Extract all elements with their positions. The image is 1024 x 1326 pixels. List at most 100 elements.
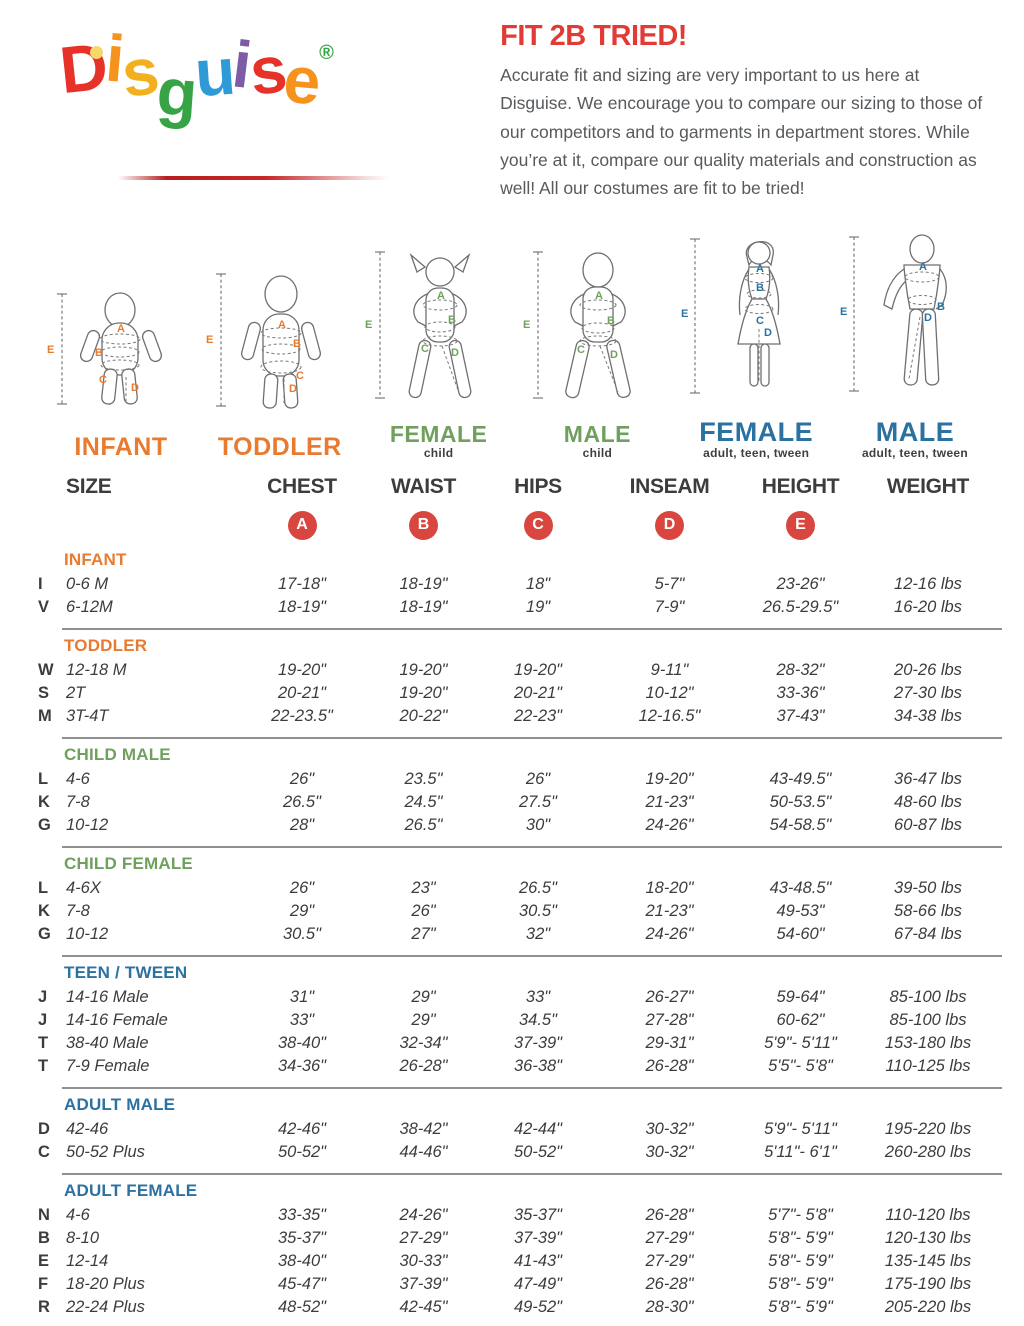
table-row: K 7-8 26.5" 24.5" 27.5" 21-23" 50-53.5" … [36, 791, 1024, 814]
table-row: N 4-6 33-35" 24-26" 35-37" 26-28" 5'7"- … [36, 1204, 1024, 1227]
cell-chest: 26.5" [283, 793, 321, 811]
cell-inseam: 10-12" [645, 684, 694, 702]
size-code: I [38, 575, 43, 593]
table-header-chest: CHEST [267, 475, 337, 498]
size-code: J [38, 1011, 48, 1029]
measure-letter-a: A [437, 290, 445, 302]
sizing-table: SIZE CHEST WAIST HIPS INSEAM HEIGHT WEIG… [0, 460, 1024, 1319]
cell-height: 43-48.5" [769, 879, 832, 897]
section-title-infant: INFANT [64, 550, 127, 569]
cell-chest: 29" [289, 902, 315, 920]
cell-inseam: 21-23" [645, 902, 694, 920]
table-header-size: SIZE [66, 475, 112, 498]
size-code: K [38, 793, 50, 811]
section-separator [62, 737, 1002, 739]
cell-waist: 19-20" [399, 661, 448, 679]
measure-letter-b: B [293, 338, 301, 350]
figure-caption: FEMALE [389, 420, 488, 447]
size-code: W [38, 661, 54, 679]
logo-underline-rule [118, 176, 388, 180]
section-separator [62, 846, 1002, 848]
measure-letter-d: D [610, 349, 618, 361]
cell-chest: 48-52" [277, 1298, 327, 1316]
size-code: N [38, 1206, 50, 1224]
cell-chest: 34-36" [277, 1057, 327, 1075]
cell-height: 5'5"- 5'8" [768, 1057, 833, 1075]
cell-weight: 67-84 lbs [894, 925, 962, 943]
size-label: 3T-4T [66, 707, 109, 725]
measure-letter-d: D [131, 382, 139, 394]
female-adult-figure-drawing: E A B C D [681, 238, 781, 394]
cell-height: 5'8"- 5'9" [768, 1252, 833, 1270]
size-label: 50-52 Plus [66, 1143, 145, 1161]
section-separator [62, 1173, 1002, 1175]
size-code: C [38, 1143, 50, 1161]
cell-waist: 30-33" [399, 1252, 448, 1270]
figure-subcaption: child [582, 446, 613, 460]
section-title-child-female: CHILD FEMALE [64, 854, 193, 873]
cell-chest: 35-37" [277, 1229, 327, 1247]
logo-d-eye-dot [90, 46, 103, 59]
measure-letter-b: B [95, 347, 103, 359]
table-row: V 6-12M 18-19" 18-19" 19" 7-9" 26.5-29.5… [36, 596, 1024, 619]
size-code: R [38, 1298, 50, 1316]
size-label: 22-24 Plus [66, 1298, 145, 1316]
size-code: T [38, 1034, 49, 1052]
logo-letter: D [56, 28, 110, 108]
cell-height: 26.5-29.5" [762, 598, 839, 616]
cell-chest: 17-18" [277, 575, 327, 593]
toddler-figure-drawing: E A B C D [206, 273, 321, 409]
size-code: E [38, 1252, 50, 1270]
table-row: S 2T 20-21" 19-20" 20-21" 10-12" 33-36" … [36, 682, 1024, 705]
size-label: 4-6X [66, 879, 101, 897]
cell-hips: 19" [525, 598, 551, 616]
table-row: J 14-16 Female 33" 29" 34.5" 27-28" 60-6… [36, 1009, 1024, 1032]
cell-waist: 27-29" [399, 1229, 448, 1247]
table-row: E 12-14 38-40" 30-33" 41-43" 27-29" 5'8"… [36, 1250, 1024, 1273]
cell-waist: 23" [411, 879, 436, 897]
cell-inseam: 19-20" [645, 770, 694, 788]
cell-hips: 33" [525, 988, 551, 1006]
cell-weight: 85-100 lbs [889, 1011, 967, 1029]
figure-male-adult: E A B D MALE adult, teen, tween [840, 211, 990, 460]
badge-e: E [786, 510, 815, 540]
size-label: 12-14 [66, 1252, 109, 1270]
cell-waist: 23.5" [404, 770, 443, 788]
cell-hips: 37-39" [513, 1034, 563, 1052]
cell-waist: 32-34" [399, 1034, 448, 1052]
table-header-hips: HIPS [514, 475, 562, 498]
cell-hips: 34.5" [519, 1011, 557, 1029]
size-code: K [38, 902, 50, 920]
cell-waist: 38-42" [399, 1120, 448, 1138]
size-label: 2T [66, 684, 86, 702]
badge-d: D [655, 510, 684, 540]
cell-hips: 37-39" [513, 1229, 563, 1247]
cell-weight: 175-190 lbs [884, 1275, 972, 1293]
size-code: F [38, 1275, 49, 1293]
cell-weight: 36-47 lbs [894, 770, 962, 788]
measure-letter-a: A [595, 290, 603, 302]
cell-inseam: 30-32" [645, 1120, 694, 1138]
logo-letter: s [117, 33, 162, 111]
table-header-row: SIZE CHEST WAIST HIPS INSEAM HEIGHT WEIG… [36, 470, 1024, 504]
size-code: D [38, 1120, 50, 1138]
cell-chest: 45-47" [277, 1275, 327, 1293]
size-code: G [38, 925, 51, 943]
cell-hips: 42-44" [513, 1120, 563, 1138]
cell-height: 50-53.5" [769, 793, 832, 811]
table-row: L 4-6X 26" 23" 26.5" 18-20" 43-48.5" 39-… [36, 877, 1024, 900]
measure-letter-c: C [577, 344, 585, 356]
cell-chest: 18-19" [277, 598, 327, 616]
cell-height: 5'8"- 5'9" [768, 1298, 833, 1316]
measurement-figures: E A B C D INFANT [0, 210, 1024, 460]
infant-figure-drawing: E A B C D [47, 292, 163, 405]
measure-letter-d: D [289, 383, 297, 395]
cell-chest: 38-40" [277, 1034, 327, 1052]
figure-caption: MALE [875, 416, 955, 447]
badge-c: C [523, 510, 553, 540]
measure-letter-e: E [47, 344, 54, 356]
cell-chest: 33" [289, 1011, 315, 1029]
